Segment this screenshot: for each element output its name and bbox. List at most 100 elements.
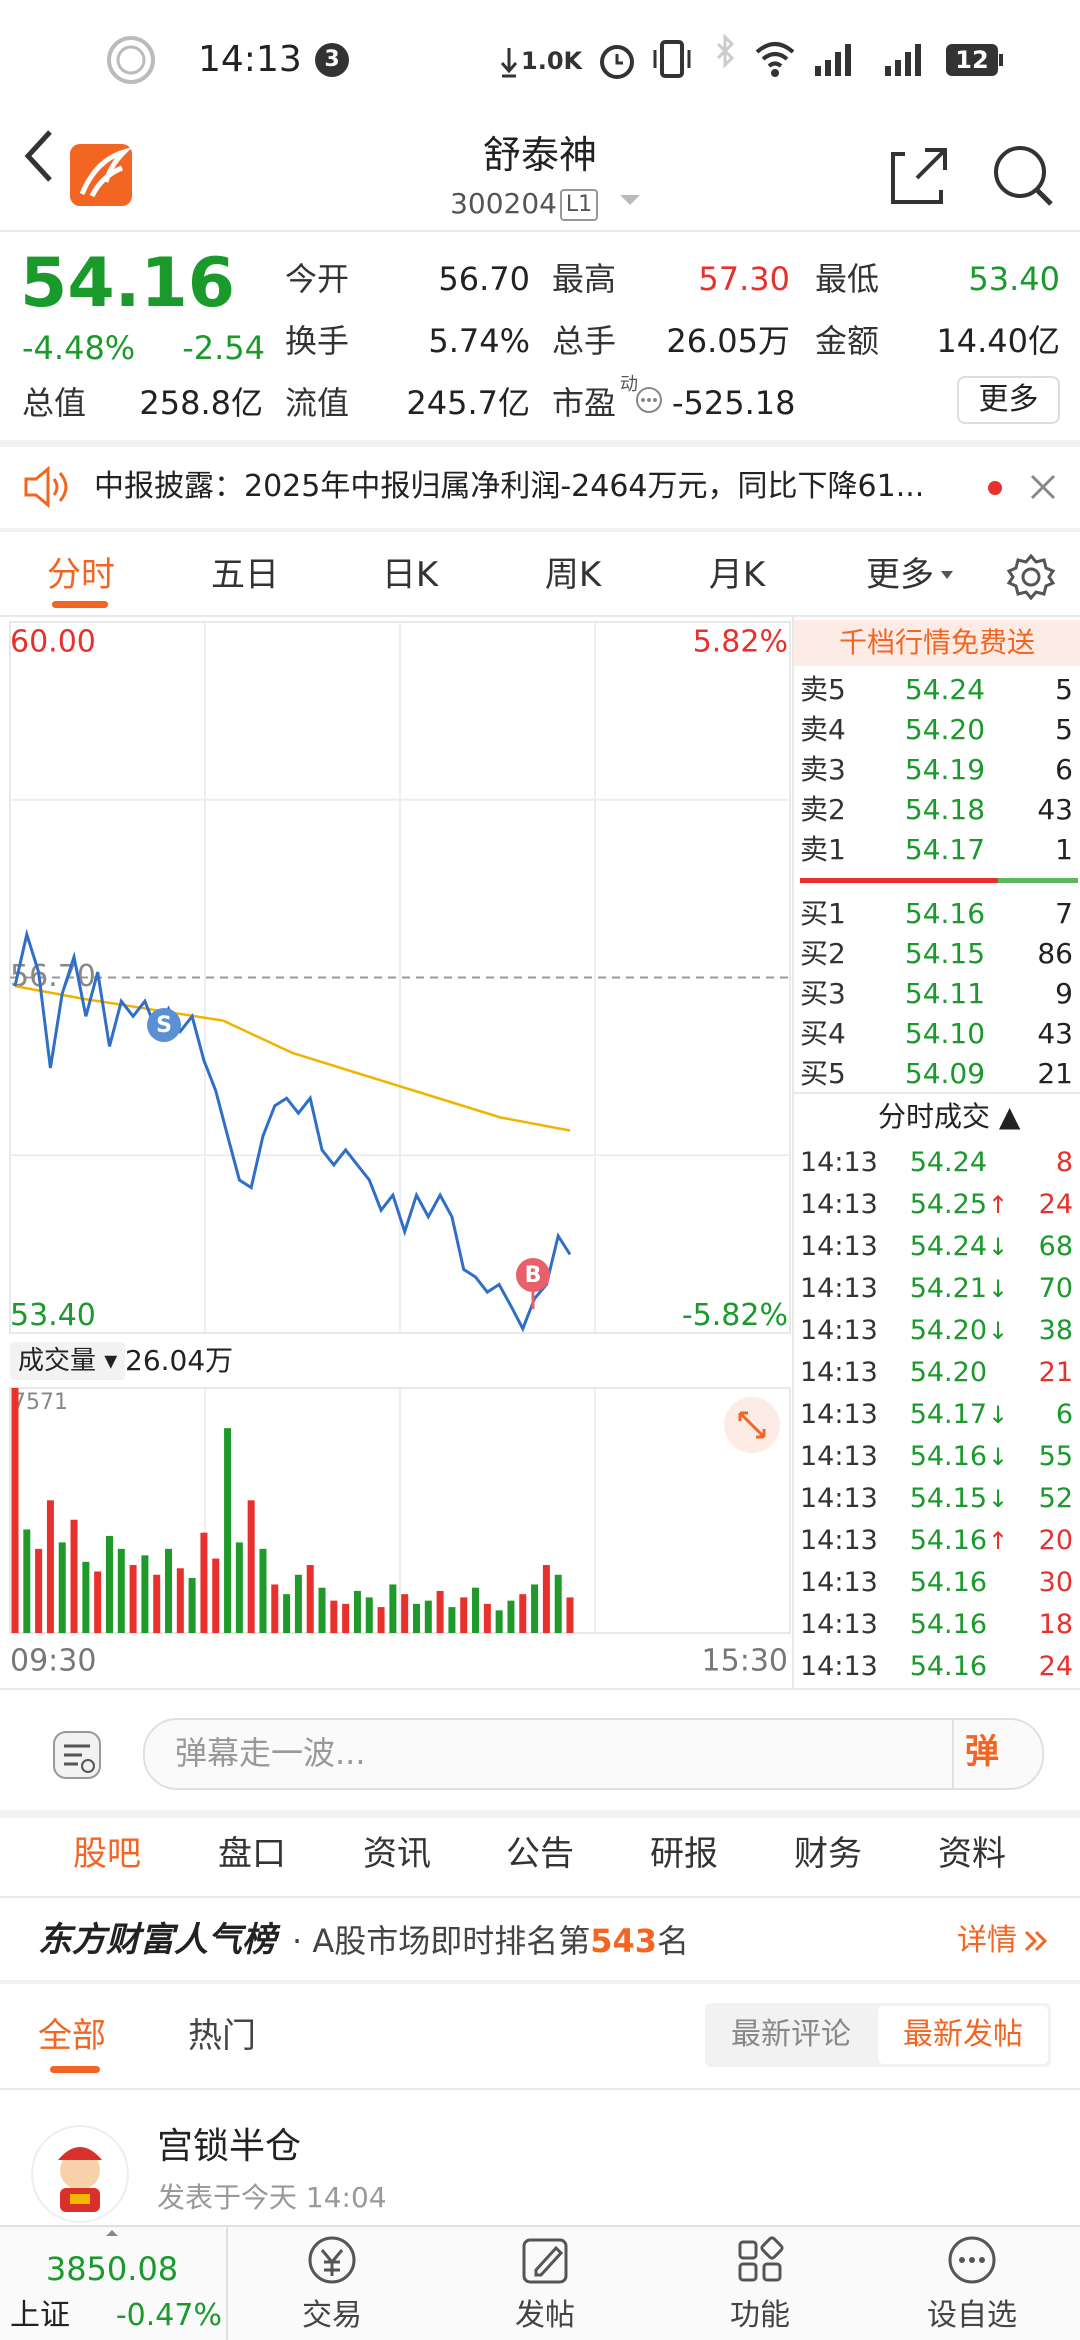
volume-bar — [495, 1610, 503, 1633]
volume-bar — [94, 1571, 102, 1633]
trade-price: 54.16 — [909, 1609, 987, 1640]
section-tab[interactable]: 财务 — [794, 1834, 862, 1874]
nav-item[interactable]: 发帖 — [515, 2298, 575, 2333]
stat-value: 258.8亿 — [139, 384, 263, 422]
stat-value: 26.05万 — [666, 322, 790, 360]
book-label: 卖2 — [800, 793, 846, 826]
back-button[interactable] — [24, 130, 52, 182]
close-notice[interactable] — [1030, 474, 1056, 500]
trade-arrow: ↓ — [988, 1485, 1009, 1513]
chart-tab[interactable]: 月K — [708, 555, 766, 595]
book-qty: 5 — [1055, 713, 1073, 746]
stat-label: 金额 — [815, 322, 880, 360]
sort-option[interactable]: 最新发帖 — [878, 2006, 1048, 2064]
header-icons — [24, 130, 1053, 206]
expand-button[interactable] — [722, 1395, 782, 1455]
trade-qty: 21 — [1038, 1357, 1073, 1388]
trade-time: 14:13 — [800, 1273, 878, 1304]
trade-marker — [516, 1258, 550, 1292]
more-button[interactable]: 更多 — [957, 376, 1060, 424]
trade-qty: 24 — [1038, 1651, 1073, 1682]
section-tab[interactable]: 公告 — [506, 1834, 574, 1874]
chart-tab[interactable]: 更多 — [866, 555, 934, 595]
chart-tab[interactable]: 分时 — [47, 555, 115, 595]
feed-tab[interactable]: 热门 — [188, 2016, 256, 2056]
volume-bar — [531, 1584, 539, 1633]
battery-level: 12 — [955, 46, 989, 74]
volume-bar — [188, 1577, 196, 1633]
book-price: 54.11 — [904, 977, 986, 1010]
volume-selector[interactable]: 成交量 ▾ — [10, 1342, 126, 1380]
volume-bar — [554, 1574, 562, 1633]
post-author[interactable]: 宫锁半仓 — [157, 2126, 302, 2167]
stat-value: 53.40 — [968, 260, 1060, 298]
book-label: 买2 — [800, 937, 846, 970]
share-button[interactable] — [891, 148, 947, 204]
trade-price: 54.17 — [909, 1399, 987, 1430]
sort-option[interactable]: 最新评论 — [731, 2017, 851, 2052]
section-tab[interactable]: 资料 — [938, 1834, 1006, 1874]
nav-item[interactable]: 设自选 — [927, 2298, 1017, 2333]
trade-arrow: ↓ — [988, 1233, 1009, 1261]
volume-bar — [472, 1587, 480, 1633]
volume-label: 成交量 — [18, 1346, 97, 1376]
stat-label: 今开 — [285, 260, 350, 298]
section-tab[interactable]: 资讯 — [363, 1834, 431, 1874]
trade-time: 14:13 — [800, 1441, 878, 1472]
section-tab[interactable]: 股吧 — [73, 1834, 141, 1874]
chart-tab[interactable]: 周K — [544, 555, 602, 595]
volume-bar — [70, 1519, 78, 1633]
section-tab[interactable]: 盘口 — [218, 1834, 286, 1874]
danmu-settings[interactable] — [50, 1728, 104, 1782]
volume-bar — [365, 1597, 373, 1633]
section-tab[interactable]: 研报 — [650, 1834, 718, 1874]
expand-caret — [106, 2230, 118, 2236]
ranking-detail[interactable]: 详情 — [957, 1923, 1017, 1958]
nav-item[interactable]: 交易 — [302, 2298, 362, 2333]
x-axis-label: 15:30 — [702, 1644, 788, 1679]
volume-bar — [283, 1594, 291, 1633]
stat-label: 总手 — [552, 322, 617, 360]
level2-promo[interactable]: 千档行情免费送 — [794, 620, 1080, 666]
author-avatar — [31, 2125, 129, 2223]
trade-marker-label: S — [156, 1013, 172, 1038]
post-meta: 发表于今天 14:04 — [157, 2181, 387, 2214]
nav-item[interactable]: 功能 — [730, 2298, 790, 2333]
divider — [0, 230, 1080, 232]
volume-bar — [436, 1590, 444, 1633]
volume-bar — [460, 1597, 468, 1633]
divider — [0, 1896, 1080, 1898]
notice-text[interactable]: 中报披露：2025年中报归属净利润-2464万元，同比下降61... — [94, 469, 925, 504]
separator — [0, 440, 1080, 447]
trade-price: 54.24 — [909, 1231, 987, 1262]
stock-name: 舒泰神 — [482, 133, 597, 177]
status-icons — [107, 33, 1003, 84]
book-qty: 86 — [1037, 937, 1073, 970]
ranking-suffix: 名 — [657, 1922, 690, 1960]
trade-qty: 30 — [1038, 1567, 1073, 1598]
book-qty: 5 — [1055, 673, 1073, 706]
net-speed: 1.0K — [521, 47, 583, 75]
search-button[interactable] — [994, 146, 1046, 198]
chart-tab[interactable]: 日K — [381, 555, 439, 595]
feed-tab[interactable]: 全部 — [38, 2016, 106, 2056]
danmu-input[interactable] — [143, 1718, 1044, 1790]
trade-price: 54.20 — [909, 1315, 987, 1346]
volume-bar — [117, 1548, 125, 1633]
volume-tick-label: 7571 — [12, 1390, 68, 1415]
index-value[interactable]: 3850.08 — [45, 2250, 179, 2288]
chart-tab[interactable]: 五日 — [211, 555, 279, 595]
book-qty: 43 — [1037, 1017, 1073, 1050]
volume-bar — [507, 1600, 515, 1633]
danmu-button[interactable]: 弹 — [965, 1732, 999, 1772]
settings-button[interactable] — [1006, 552, 1056, 602]
trade-qty: 18 — [1038, 1609, 1073, 1640]
trade-price: 54.24 — [909, 1147, 987, 1178]
stat-value: 57.30 — [698, 260, 790, 298]
average-line — [14, 984, 571, 1132]
volume-bar — [412, 1603, 420, 1633]
trade-qty: 68 — [1038, 1231, 1073, 1262]
book-price: 54.17 — [904, 833, 986, 866]
trade-price: 54.15 — [909, 1483, 987, 1514]
